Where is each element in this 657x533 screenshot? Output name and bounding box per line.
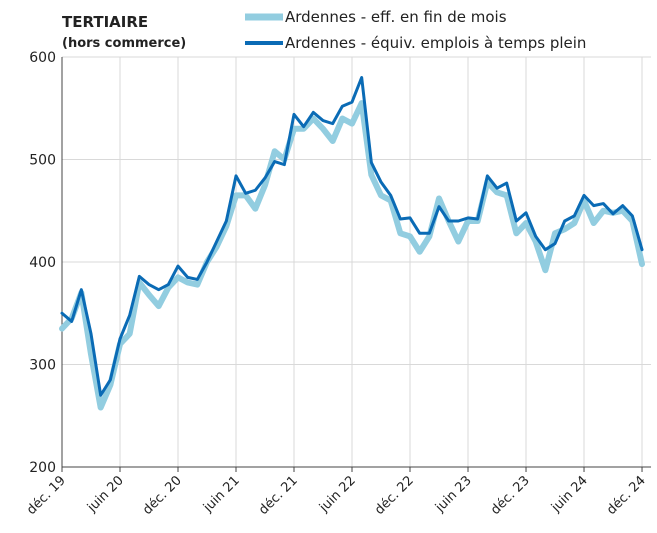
x-tick-label: déc. 19 [24,473,69,518]
chart-subtitle: (hors commerce) [62,36,186,51]
y-tick-label: 600 [29,50,56,66]
x-tick-label: juin 23 [432,473,475,516]
legend-label: Ardennes - équiv. emplois à temps plein [285,34,586,52]
series-line [59,100,646,411]
x-tick-label: déc. 21 [256,473,301,518]
x-tick-label: déc. 22 [372,473,417,518]
x-tick-label: juin 22 [316,473,359,516]
legend-label: Ardennes - eff. en fin de mois [285,8,507,26]
x-tick-label: déc. 20 [140,473,185,518]
y-tick-label: 500 [29,153,56,169]
series-line [60,76,644,397]
x-tick-label: juin 24 [548,473,591,516]
y-tick-label: 400 [29,255,56,271]
chart-title: TERTIAIRE [62,13,148,31]
y-tick-label: 300 [29,358,56,374]
x-tick-label: juin 20 [84,473,127,516]
x-tick-label: déc. 23 [488,473,533,518]
y-tick-label: 200 [29,460,56,476]
x-tick-label: déc. 24 [604,473,649,518]
x-tick-label: juin 21 [200,473,243,516]
